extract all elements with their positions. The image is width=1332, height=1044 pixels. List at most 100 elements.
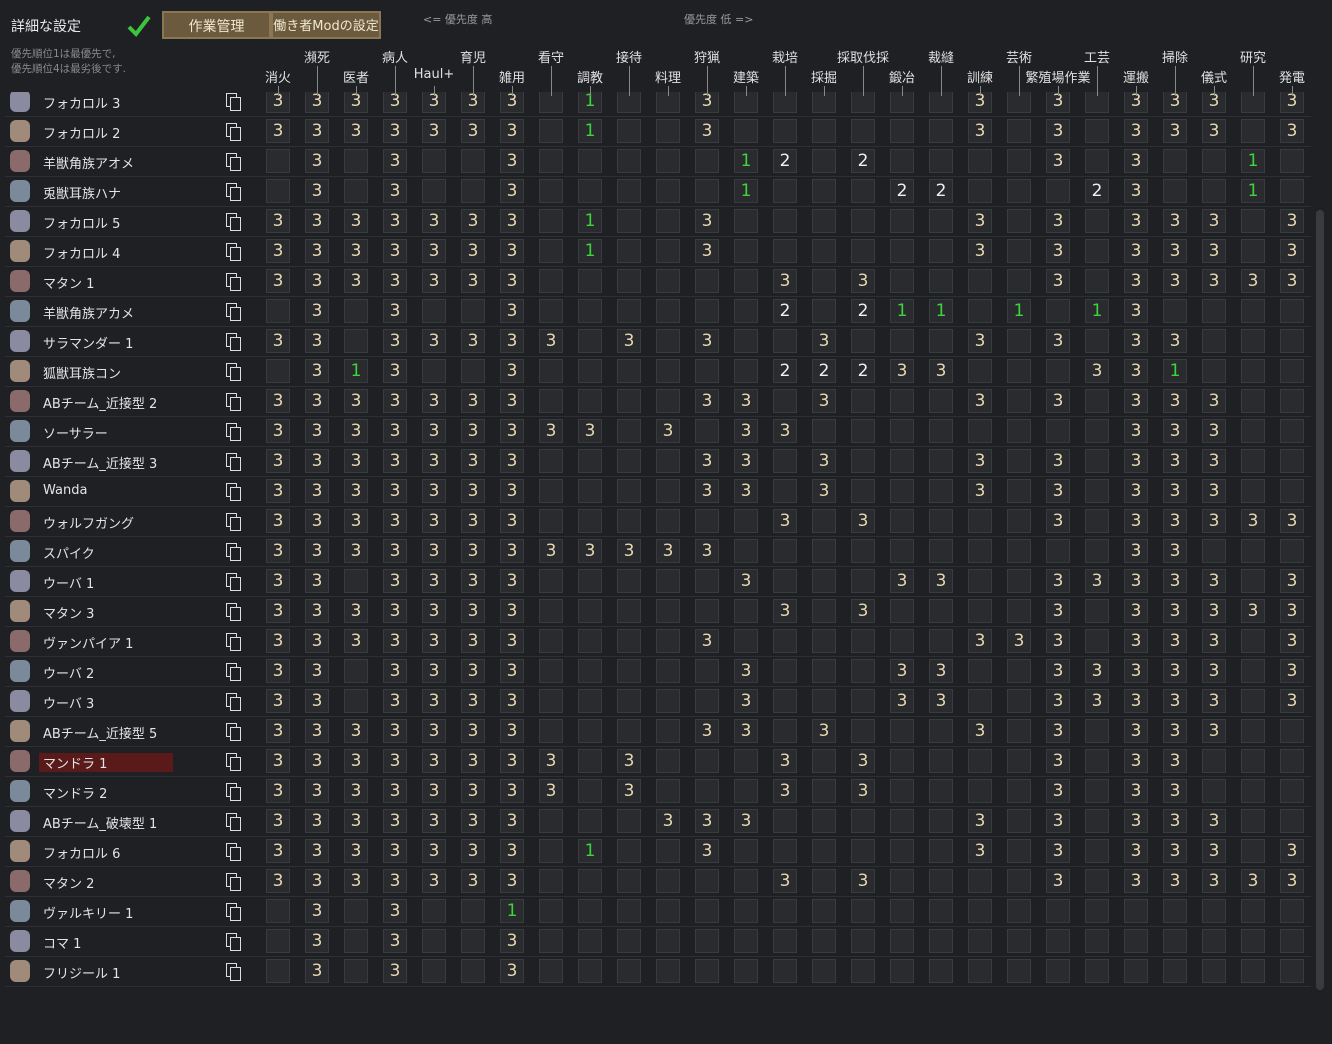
pawn-name[interactable]: ウォルフガング	[43, 517, 135, 532]
priority-cell[interactable]	[539, 92, 563, 113]
priority-cell[interactable]	[695, 659, 719, 683]
priority-cell[interactable]	[1241, 689, 1265, 713]
priority-cell[interactable]	[539, 299, 563, 323]
priority-cell[interactable]	[968, 689, 992, 713]
priority-cell[interactable]	[1241, 209, 1265, 233]
priority-cell[interactable]	[890, 209, 914, 233]
priority-cell[interactable]: 3	[1124, 539, 1148, 563]
priority-cell[interactable]	[617, 92, 641, 113]
priority-cell[interactable]: 1	[1163, 359, 1187, 383]
priority-cell[interactable]: 3	[695, 239, 719, 263]
priority-cell[interactable]	[968, 659, 992, 683]
priority-cell[interactable]	[1241, 299, 1265, 323]
priority-cell[interactable]	[812, 269, 836, 293]
copy-icon[interactable]	[230, 607, 241, 621]
priority-cell[interactable]	[539, 209, 563, 233]
priority-cell[interactable]: 3	[734, 569, 758, 593]
priority-cell[interactable]: 3	[500, 269, 524, 293]
priority-cell[interactable]	[1046, 359, 1070, 383]
priority-cell[interactable]: 3	[461, 869, 485, 893]
priority-cell[interactable]: 3	[305, 689, 329, 713]
priority-cell[interactable]	[578, 299, 602, 323]
priority-cell[interactable]: 3	[1202, 449, 1226, 473]
priority-cell[interactable]	[812, 899, 836, 923]
priority-cell[interactable]: 3	[461, 389, 485, 413]
priority-cell[interactable]: 1	[578, 239, 602, 263]
priority-cell[interactable]: 3	[890, 569, 914, 593]
priority-cell[interactable]	[1046, 299, 1070, 323]
priority-cell[interactable]	[695, 269, 719, 293]
priority-cell[interactable]	[617, 839, 641, 863]
priority-cell[interactable]: 3	[344, 539, 368, 563]
priority-cell[interactable]	[890, 719, 914, 743]
priority-cell[interactable]: 3	[422, 92, 446, 113]
priority-cell[interactable]	[617, 419, 641, 443]
priority-cell[interactable]: 3	[1124, 389, 1148, 413]
copy-icon[interactable]	[230, 547, 241, 561]
column-header[interactable]: 掃除	[1161, 51, 1189, 66]
priority-cell[interactable]: 3	[344, 92, 368, 113]
priority-cell[interactable]: 3	[1124, 239, 1148, 263]
priority-cell[interactable]	[773, 719, 797, 743]
column-header[interactable]: 接待	[615, 51, 643, 66]
priority-cell[interactable]	[344, 659, 368, 683]
priority-cell[interactable]	[539, 809, 563, 833]
priority-cell[interactable]: 3	[1241, 869, 1265, 893]
priority-cell[interactable]: 3	[422, 449, 446, 473]
copy-icon[interactable]	[230, 307, 241, 321]
priority-cell[interactable]	[734, 899, 758, 923]
priority-cell[interactable]	[695, 179, 719, 203]
priority-cell[interactable]	[539, 659, 563, 683]
priority-cell[interactable]	[851, 479, 875, 503]
priority-cell[interactable]: 3	[305, 359, 329, 383]
priority-cell[interactable]: 1	[734, 179, 758, 203]
priority-cell[interactable]: 3	[695, 479, 719, 503]
priority-cell[interactable]	[1085, 899, 1109, 923]
priority-cell[interactable]: 3	[383, 329, 407, 353]
priority-cell[interactable]	[851, 449, 875, 473]
priority-cell[interactable]: 3	[266, 869, 290, 893]
priority-cell[interactable]: 3	[1202, 569, 1226, 593]
priority-cell[interactable]	[1007, 419, 1031, 443]
copy-icon[interactable]	[230, 727, 241, 741]
priority-cell[interactable]: 3	[344, 479, 368, 503]
priority-cell[interactable]: 3	[1202, 719, 1226, 743]
priority-cell[interactable]: 3	[383, 809, 407, 833]
priority-cell[interactable]: 3	[266, 269, 290, 293]
priority-cell[interactable]	[1280, 959, 1304, 983]
priority-cell[interactable]: 3	[500, 749, 524, 773]
priority-cell[interactable]: 3	[968, 629, 992, 653]
priority-cell[interactable]: 3	[1163, 539, 1187, 563]
priority-cell[interactable]: 3	[383, 92, 407, 113]
priority-cell[interactable]: 3	[734, 389, 758, 413]
priority-cell[interactable]: 3	[1202, 269, 1226, 293]
priority-cell[interactable]: 3	[812, 329, 836, 353]
priority-cell[interactable]	[968, 779, 992, 803]
priority-cell[interactable]	[617, 809, 641, 833]
priority-cell[interactable]	[1085, 719, 1109, 743]
priority-cell[interactable]	[578, 929, 602, 953]
priority-cell[interactable]: 3	[734, 449, 758, 473]
priority-cell[interactable]	[929, 719, 953, 743]
priority-cell[interactable]	[1085, 509, 1109, 533]
priority-cell[interactable]: 3	[305, 929, 329, 953]
priority-cell[interactable]: 3	[305, 119, 329, 143]
priority-cell[interactable]: 3	[383, 179, 407, 203]
priority-cell[interactable]: 3	[1163, 839, 1187, 863]
priority-cell[interactable]	[968, 959, 992, 983]
priority-cell[interactable]	[968, 509, 992, 533]
priority-cell[interactable]	[1007, 149, 1031, 173]
priority-cell[interactable]	[422, 929, 446, 953]
priority-cell[interactable]	[968, 149, 992, 173]
priority-cell[interactable]: 3	[617, 329, 641, 353]
priority-cell[interactable]: 3	[929, 359, 953, 383]
priority-cell[interactable]: 3	[344, 599, 368, 623]
priority-cell[interactable]: 3	[1163, 389, 1187, 413]
priority-cell[interactable]	[929, 92, 953, 113]
priority-cell[interactable]	[929, 809, 953, 833]
priority-cell[interactable]	[734, 779, 758, 803]
priority-cell[interactable]	[617, 299, 641, 323]
priority-cell[interactable]: 3	[383, 869, 407, 893]
priority-cell[interactable]	[539, 119, 563, 143]
priority-cell[interactable]: 3	[695, 629, 719, 653]
